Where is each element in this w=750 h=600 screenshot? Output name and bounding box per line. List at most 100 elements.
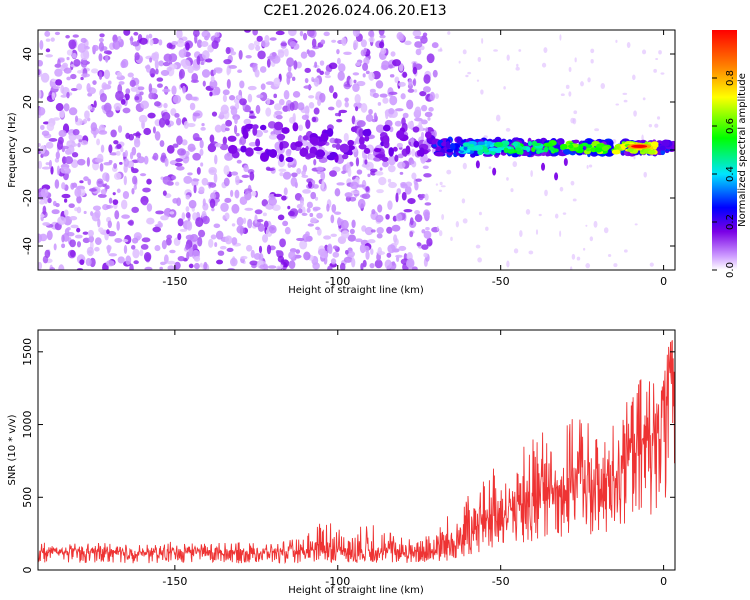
heatmap-cell xyxy=(86,246,94,257)
heatmap-cell xyxy=(259,152,269,162)
heatmap-cell xyxy=(79,259,85,266)
heatmap-cell xyxy=(338,63,346,73)
heatmap-cell xyxy=(160,261,166,266)
heatmap-cell xyxy=(103,102,112,113)
heatmap-cell xyxy=(179,68,185,79)
heatmap-cell xyxy=(354,238,363,243)
heatmap-cell xyxy=(169,249,176,254)
heatmap-cell xyxy=(148,83,153,93)
heatmap-cell xyxy=(368,37,375,43)
heatmap-cell xyxy=(68,107,78,116)
heatmap-cell xyxy=(202,215,210,225)
heatmap-cell xyxy=(422,32,428,37)
heatmap-cell xyxy=(326,127,334,137)
heatmap-cell xyxy=(120,146,124,153)
heatmap-cell xyxy=(375,80,384,89)
heatmap-cell xyxy=(150,73,155,78)
heatmap-cell xyxy=(446,148,454,153)
heatmap-cell xyxy=(570,180,575,186)
x-tick-label: -100 xyxy=(325,275,350,288)
heatmap-cell xyxy=(345,195,352,202)
heatmap-cell xyxy=(247,218,253,229)
heatmap-cell xyxy=(51,92,56,101)
heatmap-cell xyxy=(426,53,435,64)
heatmap-cell xyxy=(290,176,298,187)
heatmap-cell xyxy=(531,142,542,147)
snr-frame xyxy=(37,329,676,571)
heatmap-cell xyxy=(166,42,173,49)
heatmap-cell xyxy=(365,114,374,122)
heatmap-cell xyxy=(283,90,290,100)
heatmap-cell xyxy=(132,175,138,185)
heatmap-cell xyxy=(273,77,281,87)
heatmap-cell xyxy=(268,148,278,158)
heatmap-cell xyxy=(227,144,238,154)
heatmap-cell xyxy=(98,41,105,52)
heatmap-cell xyxy=(193,256,201,262)
heatmap-cell xyxy=(328,62,338,70)
heatmap-cell xyxy=(254,214,258,224)
heatmap-cell xyxy=(295,61,302,69)
heatmap-cell xyxy=(101,82,108,91)
heatmap-cell xyxy=(642,97,646,101)
heatmap-cell xyxy=(256,35,263,42)
heatmap-cell xyxy=(120,99,126,105)
heatmap-cell xyxy=(277,49,285,58)
heatmap-cell xyxy=(114,237,123,243)
x-tick-label: -150 xyxy=(162,275,187,288)
heatmap-cell xyxy=(536,149,545,153)
heatmap-cell xyxy=(71,159,79,168)
colorbar: 0.0 0.2 0.4 0.6 0.8 Normalized spectral ampl… xyxy=(712,30,748,278)
heatmap-cell xyxy=(177,233,182,241)
heatmap-cell xyxy=(131,188,135,195)
heatmap-cell xyxy=(257,50,266,60)
heatmap-cell xyxy=(98,53,103,62)
heatmap-cell xyxy=(224,212,230,220)
heatmap-cell xyxy=(302,189,311,194)
heatmap-cell xyxy=(321,179,325,190)
heatmap-cell xyxy=(356,120,366,128)
heatmap-cell xyxy=(291,76,296,82)
heatmap-cell xyxy=(216,259,224,265)
heatmap-cell xyxy=(519,230,523,238)
heatmap-cell xyxy=(85,258,92,266)
heatmap-cell xyxy=(485,141,493,145)
heatmap-cell xyxy=(193,184,197,194)
heatmap-cell xyxy=(358,128,364,138)
heatmap-cell xyxy=(210,234,217,240)
heatmap-cell xyxy=(543,142,553,147)
heatmap-cell xyxy=(466,149,471,153)
heatmap-cell xyxy=(139,37,148,45)
heatmap-cell xyxy=(579,143,584,150)
heatmap-cell xyxy=(364,226,374,236)
heatmap-cell xyxy=(351,257,356,268)
heatmap-cell xyxy=(288,30,297,37)
heatmap-cell xyxy=(239,98,247,106)
y-tick-label: 40 xyxy=(21,47,34,61)
heatmap-cell xyxy=(493,49,498,52)
heatmap-cell xyxy=(475,160,480,169)
colorbar-tick-label: 0.6 xyxy=(725,118,736,134)
heatmap-cell xyxy=(324,70,330,76)
heatmap-cell xyxy=(209,134,215,143)
heatmap-cell xyxy=(148,92,155,100)
heatmap-cell xyxy=(286,57,295,67)
heatmap-cell xyxy=(205,58,213,63)
heatmap-cell xyxy=(130,86,138,92)
heatmap-cell xyxy=(365,250,370,260)
heatmap-cell xyxy=(572,198,577,202)
heatmap-cell xyxy=(316,68,321,73)
heatmap-cell xyxy=(293,60,298,70)
heatmap-cell xyxy=(226,247,234,252)
heatmap-cell xyxy=(585,224,588,227)
heatmap-cell xyxy=(334,211,342,215)
heatmap-cell xyxy=(381,156,389,162)
heatmap-cell xyxy=(240,255,248,260)
heatmap-cell xyxy=(219,143,229,151)
heatmap-cell xyxy=(660,72,665,75)
heatmap-cell xyxy=(373,112,378,121)
heatmap-cell xyxy=(214,154,218,165)
heatmap-cell xyxy=(192,63,201,71)
heatmap-cell xyxy=(317,99,322,107)
